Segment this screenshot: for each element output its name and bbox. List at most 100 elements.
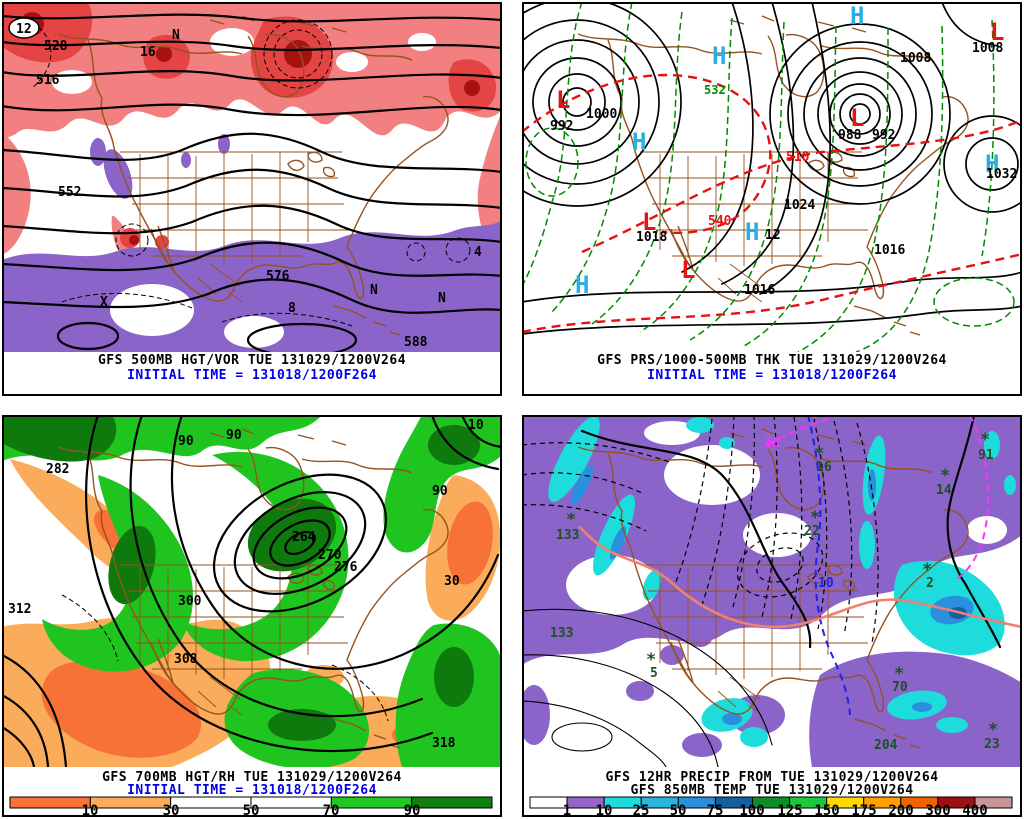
rh-label: 90 <box>432 484 448 499</box>
contour-label: 270 <box>318 548 342 563</box>
panel-border <box>522 2 1022 396</box>
rh-label: 90 <box>226 428 242 443</box>
precip-amount: 23 <box>984 737 1000 752</box>
isobar-contours <box>524 4 1020 335</box>
colorbar-tick: 10 <box>596 803 613 817</box>
colorbar-tick: 125 <box>777 803 802 817</box>
colorbar-segment <box>250 796 332 809</box>
precip-amount: 133 <box>556 528 579 543</box>
pressure-label: 1008 <box>972 41 1003 56</box>
thickness-contours-green <box>524 4 1015 352</box>
contour-label: 552 <box>58 185 81 200</box>
precip-amount: 22 <box>804 524 820 539</box>
neg-vorticity-shading <box>4 134 500 352</box>
high-symbol: H <box>850 2 864 30</box>
vort-marker: N <box>370 283 378 298</box>
precip-shading <box>524 417 1020 767</box>
precip-amount: 5 <box>650 666 658 681</box>
high-symbol: H <box>712 42 726 70</box>
caption-thickness: GFS PRS/1000-500MB THK TUE 131029/1200V2… <box>597 353 947 368</box>
contour-label: 276 <box>334 560 358 575</box>
initial-time-700mb: INITIAL TIME = 131018/1200F264 <box>127 783 377 798</box>
snow-icon: * <box>940 466 950 486</box>
initial-time-500mb: INITIAL TIME = 131018/1200F264 <box>127 368 377 383</box>
pressure-label: 992 <box>872 128 895 143</box>
pressure-label: 1016 <box>744 283 775 298</box>
map-labels-700: 282 90 90 90 264 270 276 300 308 312 318… <box>8 418 484 751</box>
height-contours <box>4 13 500 352</box>
panel-prs-thickness: L L L L L H H H H H H 992 1000 1008 988 … <box>522 2 1022 396</box>
precip-amount: 133 <box>550 626 573 641</box>
colorbar-tick: 200 <box>888 803 913 817</box>
rh-label: 30 <box>444 574 460 589</box>
snow-icon: * <box>810 508 820 528</box>
low-symbol: L <box>681 256 695 284</box>
pressure-label: 988 <box>838 128 862 143</box>
pressure-label: 1018 <box>636 230 667 245</box>
pressure-label: 1000 <box>586 107 617 122</box>
contour-label: 576 <box>266 269 290 284</box>
vort-marker: N <box>172 28 180 43</box>
colorbar-tick: 30 <box>163 803 180 817</box>
colorbar-tick: 1 <box>563 803 571 817</box>
pressure-label: 1032 <box>986 167 1017 182</box>
colorbar-rh: 10 30 50 70 90 <box>9 796 493 817</box>
snow-icon: * <box>988 720 998 740</box>
precip-amount-labels: * 133 133 * 16 * 14 * 91 * 22 * 2 * 70 *… <box>550 430 1000 753</box>
precip-amount: 91 <box>978 448 994 463</box>
colorbar-tick: 100 <box>739 803 764 817</box>
caption-850temp: GFS 850MB TEMP TUE 131029/1200V264 <box>630 783 913 798</box>
caption-700mb: GFS 700MB HGT/RH TUE 131029/1200V264 <box>102 770 402 785</box>
panel-500mb-hgt-vor: 12 528 516 552 16 576 8 588 4 N N X N GF… <box>2 2 502 396</box>
snow-icon: * <box>980 430 990 450</box>
high-symbol: H <box>985 150 999 178</box>
pressure-label: 1016 <box>874 243 905 258</box>
colorbar-tick: 400 <box>962 803 987 817</box>
colorbar-tick: 10 <box>82 803 99 817</box>
map-thickness: L L L L L H H H H H H 992 1000 1008 988 … <box>524 2 1020 352</box>
contour-label: 308 <box>174 652 198 667</box>
contour-label: 12 <box>16 22 32 37</box>
vorticity-shading <box>4 4 500 266</box>
map-500mb: 12 528 516 552 16 576 8 588 4 N N X N <box>4 4 500 352</box>
high-symbol: H <box>632 128 646 156</box>
panel-border <box>2 415 502 817</box>
panel-border <box>2 2 502 396</box>
colorbar-segment <box>9 796 91 809</box>
vort-marker: X <box>100 295 108 310</box>
map-700mb: 282 90 90 90 264 270 276 300 308 312 318… <box>4 417 500 767</box>
snow-icon: * <box>922 560 932 580</box>
colorbar-tick: 175 <box>851 803 876 817</box>
caption-500mb: GFS 500MB HGT/VOR TUE 131029/1200V264 <box>98 353 406 368</box>
colorbar-tick: 70 <box>323 803 340 817</box>
critical-thickness-red <box>524 73 1020 333</box>
contour-label: 282 <box>46 462 69 477</box>
colorbar-tick: 50 <box>670 803 687 817</box>
pressure-labels: 992 1000 1008 988 992 1024 1016 1016 100… <box>550 41 1017 298</box>
pressure-label: 1024 <box>784 198 815 213</box>
rh-label: 90 <box>178 434 194 449</box>
contour-label: 588 <box>404 335 428 350</box>
snow-icon: * <box>646 650 656 670</box>
pressure-label: 992 <box>550 119 573 134</box>
high-symbol: H <box>745 218 759 246</box>
pressure-centers: L L L L L H H H H H H <box>556 2 1004 299</box>
temp-label: 20 <box>764 436 780 451</box>
vort-marker: N <box>438 291 446 306</box>
colorbar-tick: 50 <box>243 803 260 817</box>
contour-label: 528 <box>44 39 68 54</box>
temp-label: 10 <box>818 576 834 591</box>
colorbar-segment <box>170 796 252 809</box>
colorbar-tick: 75 <box>707 803 724 817</box>
rh-label: 10 <box>468 418 484 433</box>
map-labels-500: 12 528 516 552 16 576 8 588 4 N N X N <box>8 17 482 350</box>
low-symbol: L <box>556 86 570 114</box>
contour-label: 312 <box>8 602 31 617</box>
snow-icon: * <box>566 510 576 530</box>
colorbar-segment <box>529 796 568 809</box>
colorbar-tick: 150 <box>814 803 839 817</box>
colorbar-tick: 300 <box>925 803 950 817</box>
snow-icon: * <box>814 444 824 464</box>
map-precip: * 133 133 * 16 * 14 * 91 * 22 * 2 * 70 *… <box>524 417 1020 767</box>
